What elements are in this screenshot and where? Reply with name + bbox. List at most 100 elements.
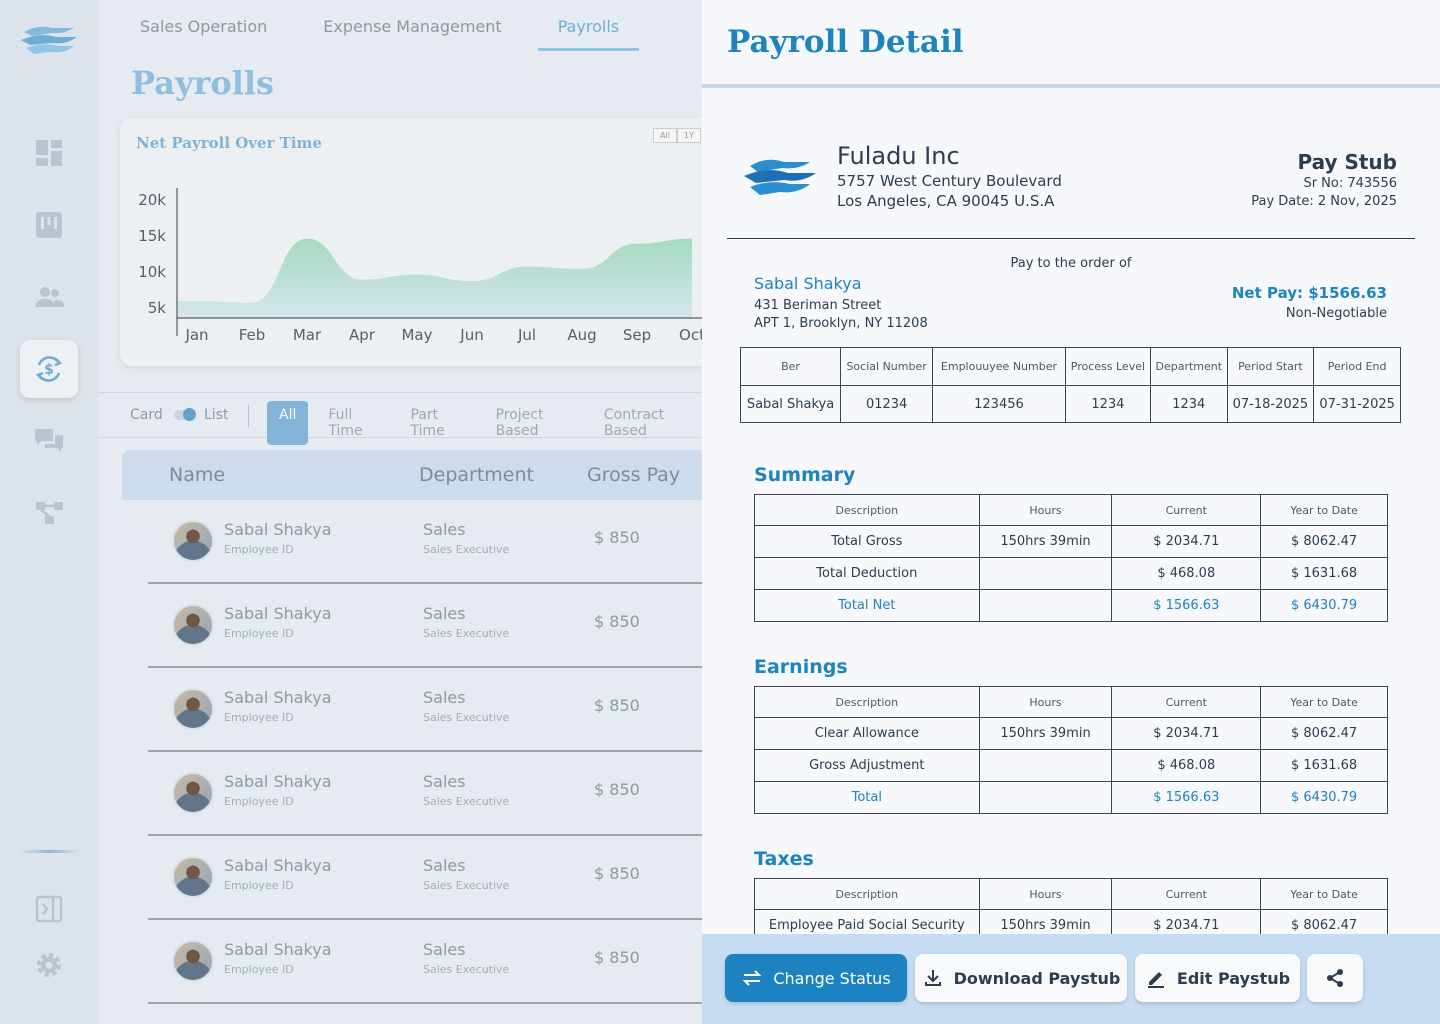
gross-pay: $ 850 (594, 528, 640, 547)
payroll-icon: $ (35, 356, 63, 382)
company-name: Fuladu Inc (837, 142, 960, 170)
card-view-label[interactable]: Card (130, 407, 163, 423)
table-row[interactable]: Sabal Shakya Employee ID Sales Sales Exe… (148, 920, 702, 1004)
company-address-line1: 5757 West Century Boulevard (837, 172, 1062, 190)
payroll-detail-panel: Payroll Detail Fuladu Inc 5757 West Cent… (702, 0, 1440, 1024)
gross-pay: $ 850 (594, 780, 640, 799)
y-tick-label: 5k (148, 299, 167, 317)
table-cell: Total Gross (754, 525, 980, 558)
filter-project-based[interactable]: Project Based (495, 407, 544, 439)
main-content: Sales Operation Expense Management Payro… (98, 0, 702, 1024)
filter-bar: Card List All Full Time Part Time Projec… (98, 392, 702, 445)
employee-name: Sabal Shakya (224, 520, 332, 539)
table-row[interactable]: Sabal Shakya Employee ID Sales Sales Exe… (148, 668, 702, 752)
nav-settings[interactable] (20, 936, 78, 994)
tab-sales-operation[interactable]: Sales Operation (140, 17, 268, 36)
gross-pay: $ 850 (594, 948, 640, 967)
role: Sales Executive (423, 963, 510, 976)
avatar (172, 520, 214, 562)
info-header: Period End (1313, 347, 1401, 386)
net-payroll-chart: 5k 10k 15k 20k Jan Feb Mar Apr May Jun Jul Aug Sep Oc… (138, 188, 702, 344)
nav-workflow[interactable] (20, 484, 78, 542)
filter-divider (248, 405, 249, 427)
x-tick-label: Jul (517, 326, 536, 344)
header-name[interactable]: Name (169, 464, 226, 486)
role: Sales Executive (423, 627, 510, 640)
chart-range-selector: All 1Y (653, 128, 701, 143)
panel-title: Payroll Detail (727, 24, 964, 60)
list-view-label[interactable]: List (204, 407, 229, 423)
employee-name: Sabal Shakya (224, 604, 332, 623)
nav-collapse[interactable] (20, 880, 78, 938)
table-cell: $ 1631.68 (1260, 749, 1388, 782)
info-value: 1234 (1064, 385, 1152, 423)
employee-name: Sabal Shakya (224, 940, 332, 959)
table-row[interactable]: Sabal Shakya Employee ID Sales Sales Exe… (148, 584, 702, 668)
table-row[interactable]: Sabal Shakya Employee ID Sales Sales Exe… (148, 836, 702, 920)
edit-icon (1147, 972, 1164, 988)
y-tick-label: 15k (138, 227, 166, 245)
table-cell: Employee Paid Social Security (754, 909, 980, 934)
info-value: 07-18-2025 (1226, 385, 1315, 423)
non-negotiable-label: Non-Negotiable (1285, 306, 1387, 321)
tab-expense-management[interactable]: Expense Management (323, 17, 502, 36)
tab-payrolls[interactable]: Payrolls (537, 0, 640, 51)
pay-date: Pay Date: 2 Nov, 2025 (1251, 194, 1397, 209)
table-row[interactable]: Sabal Shakya Employee ID Sales Sales Exe… (148, 500, 702, 584)
employee-address-line2: APT 1, Brooklyn, NY 11208 (754, 316, 928, 331)
change-status-button[interactable]: Change Status (725, 954, 907, 1002)
column-header: Hours (978, 686, 1113, 718)
y-tick-label: 20k (138, 191, 166, 209)
nav-users[interactable] (20, 268, 78, 326)
nav-chat[interactable] (20, 412, 78, 470)
x-tick-label: Aug (567, 326, 596, 344)
table-cell: $ 1566.63 (1111, 589, 1262, 622)
department: Sales (423, 604, 466, 623)
chat-icon (35, 429, 63, 452)
sidebar: $ (0, 0, 98, 1024)
column-header: Description (754, 494, 980, 526)
table-cell (978, 557, 1113, 590)
download-paystub-button[interactable]: Download Paystub (915, 954, 1127, 1002)
range-1y-button[interactable]: 1Y (676, 128, 701, 143)
share-button[interactable] (1307, 954, 1363, 1002)
filter-part-time[interactable]: Part Time (410, 407, 445, 439)
table-cell: $ 8062.47 (1260, 525, 1388, 558)
table-row: Total Gross 150hrs 39min $ 2034.71 $ 8062.4… (754, 525, 1388, 558)
info-value: 123456 (932, 385, 1066, 423)
summary-title: Summary (754, 464, 856, 486)
edit-paystub-button[interactable]: Edit Paystub (1135, 954, 1300, 1002)
info-header: Process Level (1064, 347, 1152, 386)
filter-full-time[interactable]: Full Time (328, 407, 363, 439)
company-address-line2: Los Angeles, CA 90045 U.S.A (837, 192, 1055, 210)
range-all-button[interactable]: All (653, 128, 677, 143)
employee-name: Sabal Shakya (754, 274, 862, 293)
board-icon (36, 212, 62, 238)
avatar (172, 688, 214, 730)
filter-all[interactable]: All (267, 401, 309, 445)
filter-contract-based[interactable]: Contract Based (603, 407, 665, 439)
y-tick-label: 10k (138, 263, 166, 281)
top-tabs: Sales Operation Expense Management Payro… (140, 0, 695, 51)
x-tick-label: May (401, 326, 432, 344)
series-area (177, 238, 692, 318)
employee-id: Employee ID (224, 795, 294, 808)
column-header: Hours (978, 878, 1113, 910)
nav-board[interactable] (20, 196, 78, 254)
table-row[interactable]: Sabal Shakya Employee ID Sales Sales Exe… (148, 752, 702, 836)
nav-dashboard[interactable] (20, 124, 78, 182)
table-cell: $ 8062.47 (1260, 717, 1388, 750)
company-logo[interactable] (18, 18, 80, 60)
header-department[interactable]: Department (419, 464, 534, 486)
gross-pay: $ 850 (594, 612, 640, 631)
employee-info-table: Ber Social Number Emplouuyee Number Process… (739, 347, 1401, 423)
info-value: 01234 (840, 385, 934, 423)
column-header: Description (754, 686, 980, 718)
view-toggle[interactable] (174, 408, 196, 421)
nav-payroll[interactable]: $ (20, 340, 78, 398)
earnings-title: Earnings (754, 656, 848, 678)
header-gross-pay[interactable]: Gross Pay (587, 464, 681, 486)
department: Sales (423, 940, 466, 959)
avatar (172, 940, 214, 982)
column-header: Current (1111, 878, 1262, 910)
